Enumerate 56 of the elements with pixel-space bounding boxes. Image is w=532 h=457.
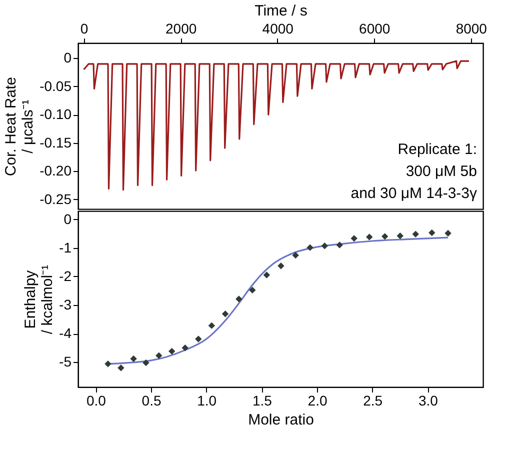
point [321,242,328,250]
point [118,364,124,372]
x-tick-label: 0.0 [86,392,106,408]
annotation: and 30 μM 14-3-3γ [350,185,478,202]
point [263,272,270,278]
point [350,235,358,242]
point [336,242,343,248]
point [130,355,137,362]
point [104,360,112,368]
x-tick-label: 3.0 [418,392,438,408]
y-tick-label: -0.25 [40,190,72,207]
x-tick-label: 4000 [262,20,294,36]
point [292,252,299,259]
point [306,244,314,251]
point [168,348,176,355]
annotation: 300 μM 5b [406,163,477,180]
y-tick-label: -0.20 [40,162,72,179]
point [278,262,284,270]
x-tick-label: 8000 [456,20,488,36]
x-tick-label: 1.0 [197,392,217,408]
point [208,322,216,329]
y-tick-label: -0.15 [40,134,72,150]
point [156,352,162,359]
y-axis-title: Cor. Heat Rate / μcals⁻¹ [2,76,37,176]
y-tick-label: -1 [59,239,72,256]
point [412,230,419,238]
annotation: Replicate 1: [398,141,477,158]
point [249,286,256,294]
x-tick-label: 2.5 [363,392,383,408]
y-tick-label: -0.05 [40,78,72,94]
x-axis-title: Mole ratio [248,412,314,428]
y-tick-label: -3 [59,296,72,312]
x-tick-label: 2.0 [308,392,328,408]
x-tick-label: 1.5 [252,392,272,408]
point [236,296,242,302]
y-tick-label: 0 [64,210,72,227]
point [366,234,373,240]
y-tick-label: 0 [64,50,72,66]
point [195,336,202,342]
x-tick-label: 6000 [359,20,390,36]
x-tick-label: 2000 [166,20,197,36]
point [182,344,188,352]
y-tick-label: -0.10 [40,106,72,122]
point [142,359,150,366]
x-tick-label: 0.5 [142,392,162,408]
x-axis-title: Time / s [254,2,308,20]
y-tick-label: -4 [59,325,72,342]
y-tick-label: -5 [59,354,72,370]
y-axis-title: Enthalpy / kcalmol⁻¹ [22,264,56,334]
point [381,233,388,240]
point [444,230,452,237]
x-tick-label: 0 [80,20,88,36]
y-tick-label: -2 [59,268,72,284]
point [396,232,404,240]
point [428,229,436,236]
point [222,310,229,318]
